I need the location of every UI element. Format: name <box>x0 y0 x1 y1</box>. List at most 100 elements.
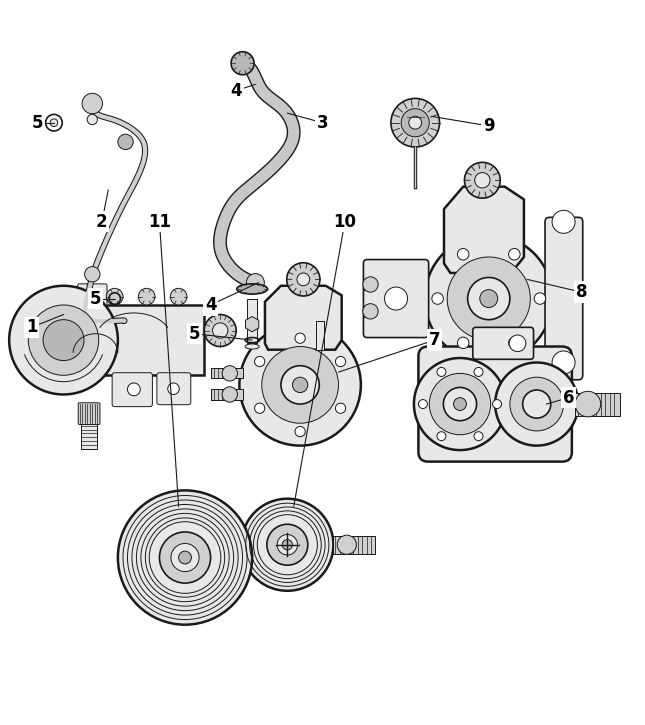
Circle shape <box>87 115 97 125</box>
Text: 9: 9 <box>483 117 495 135</box>
Text: 10: 10 <box>333 213 357 231</box>
Circle shape <box>391 99 439 147</box>
Circle shape <box>430 373 491 435</box>
Circle shape <box>9 286 118 394</box>
Circle shape <box>262 347 339 423</box>
Bar <box>247 299 257 344</box>
Circle shape <box>87 290 97 300</box>
Text: 5: 5 <box>32 114 44 132</box>
Circle shape <box>475 173 490 188</box>
Circle shape <box>362 304 378 319</box>
Circle shape <box>286 262 320 296</box>
Circle shape <box>246 273 264 291</box>
Circle shape <box>28 305 99 376</box>
Circle shape <box>508 249 520 260</box>
Circle shape <box>118 134 134 149</box>
Text: 8: 8 <box>576 283 587 301</box>
Ellipse shape <box>245 344 259 349</box>
Circle shape <box>179 551 192 564</box>
Circle shape <box>474 368 483 376</box>
FancyBboxPatch shape <box>77 284 107 307</box>
Text: 7: 7 <box>428 331 441 349</box>
Bar <box>81 404 97 449</box>
Circle shape <box>295 333 305 344</box>
Circle shape <box>43 320 84 360</box>
Circle shape <box>534 293 546 304</box>
Polygon shape <box>246 316 259 332</box>
Circle shape <box>241 499 333 591</box>
Text: 5: 5 <box>189 325 201 343</box>
Text: 4: 4 <box>204 296 217 314</box>
Text: 4: 4 <box>230 82 242 100</box>
Circle shape <box>419 399 428 409</box>
Text: 9: 9 <box>483 117 495 135</box>
Text: 5: 5 <box>32 114 44 132</box>
Circle shape <box>414 358 506 450</box>
Circle shape <box>159 532 211 583</box>
Circle shape <box>384 287 408 310</box>
Polygon shape <box>76 305 204 376</box>
Bar <box>575 392 620 415</box>
Circle shape <box>231 51 254 75</box>
Text: 1: 1 <box>26 318 37 336</box>
Circle shape <box>474 431 483 441</box>
Circle shape <box>222 387 237 402</box>
Circle shape <box>281 365 319 404</box>
Circle shape <box>297 273 310 286</box>
FancyBboxPatch shape <box>419 347 572 462</box>
Circle shape <box>170 289 187 305</box>
FancyBboxPatch shape <box>112 373 152 407</box>
Circle shape <box>295 426 305 436</box>
Circle shape <box>457 249 469 260</box>
Circle shape <box>453 398 466 410</box>
Bar <box>364 306 370 317</box>
Circle shape <box>277 534 297 555</box>
Circle shape <box>468 278 510 320</box>
Circle shape <box>128 383 140 396</box>
Circle shape <box>267 524 308 566</box>
Text: 7: 7 <box>428 331 441 349</box>
Polygon shape <box>265 286 342 349</box>
Circle shape <box>447 257 530 340</box>
Circle shape <box>50 119 58 127</box>
Circle shape <box>222 365 237 381</box>
Text: 5: 5 <box>189 325 201 343</box>
Bar <box>211 368 243 378</box>
Circle shape <box>138 289 155 305</box>
Circle shape <box>522 390 551 418</box>
Circle shape <box>508 337 520 349</box>
Text: 3: 3 <box>317 114 328 132</box>
Circle shape <box>457 337 469 349</box>
Circle shape <box>118 490 252 625</box>
Circle shape <box>337 535 357 555</box>
Circle shape <box>425 235 553 362</box>
Circle shape <box>437 431 446 441</box>
Circle shape <box>575 392 600 417</box>
Text: 4: 4 <box>230 82 242 100</box>
Text: 8: 8 <box>576 283 587 301</box>
Text: 11: 11 <box>148 213 171 231</box>
Circle shape <box>437 368 446 376</box>
Bar <box>364 278 370 290</box>
Circle shape <box>239 324 361 446</box>
FancyBboxPatch shape <box>545 218 582 380</box>
Circle shape <box>510 377 564 431</box>
Circle shape <box>168 383 179 394</box>
Text: 6: 6 <box>563 389 575 407</box>
Circle shape <box>401 109 430 137</box>
Circle shape <box>443 387 477 420</box>
FancyBboxPatch shape <box>157 373 191 405</box>
Circle shape <box>432 293 443 304</box>
Bar <box>316 321 324 349</box>
Circle shape <box>495 362 579 446</box>
Circle shape <box>335 357 346 367</box>
Circle shape <box>292 377 308 392</box>
Circle shape <box>480 289 498 307</box>
FancyBboxPatch shape <box>473 327 533 360</box>
Ellipse shape <box>237 284 268 294</box>
Circle shape <box>493 399 502 409</box>
Circle shape <box>283 539 292 550</box>
Circle shape <box>255 357 265 367</box>
Circle shape <box>362 277 378 292</box>
Text: 10: 10 <box>333 213 357 231</box>
